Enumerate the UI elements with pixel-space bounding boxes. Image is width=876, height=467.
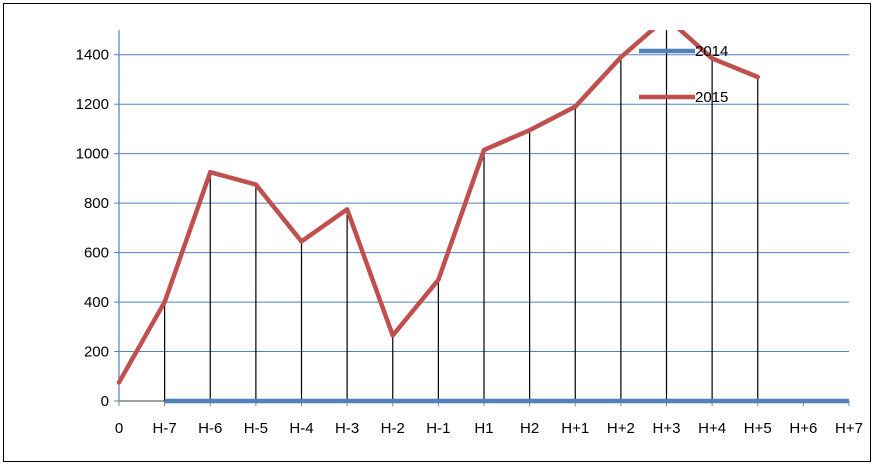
x-tick-label: H+4 — [698, 420, 726, 437]
series-2015-group — [116, 30, 760, 385]
x-tick-label: H-5 — [244, 420, 268, 437]
legend-label-2014: 2014 — [695, 43, 728, 60]
x-tick-label: H-3 — [335, 420, 359, 437]
y-tick-label: 1200 — [76, 96, 109, 113]
y-tick-label: 200 — [84, 344, 109, 361]
x-tick-label: H-2 — [381, 420, 405, 437]
x-tick-label: H-4 — [289, 420, 313, 437]
chart-frame: 0 200 400 600 800 1000 1200 1400 0 H-7 H-6 H-5 H-4 H-… — [3, 3, 871, 462]
series-2015-line — [116, 30, 760, 385]
y-tick-label: 1000 — [76, 146, 109, 163]
x-tick-label: H-7 — [153, 420, 177, 437]
drop-lines — [164, 30, 759, 401]
x-tick-label: H+3 — [653, 420, 681, 437]
x-tick-label: H-1 — [426, 420, 450, 437]
x-tick-label: H+6 — [789, 420, 817, 437]
line-chart: 0 200 400 600 800 1000 1200 1400 0 H-7 H-6 H-5 H-4 H-… — [76, 30, 863, 437]
x-tick-label: H+2 — [607, 420, 635, 437]
y-tick-label: 600 — [84, 245, 109, 262]
x-tick-label: H+1 — [561, 420, 589, 437]
y-tick-label: 0 — [101, 393, 109, 410]
x-tick-label: 0 — [115, 420, 123, 437]
y-tick-label: 400 — [84, 294, 109, 311]
x-tick-label: H1 — [474, 420, 493, 437]
y-tick-label: 800 — [84, 195, 109, 212]
x-tick-label: H+5 — [744, 420, 772, 437]
y-tick-label: 1400 — [76, 47, 109, 64]
x-tick-label: H2 — [520, 420, 539, 437]
legend-label-2015: 2015 — [695, 89, 728, 106]
x-tick-label: H+7 — [835, 420, 863, 437]
x-tick-label: H-6 — [198, 420, 222, 437]
